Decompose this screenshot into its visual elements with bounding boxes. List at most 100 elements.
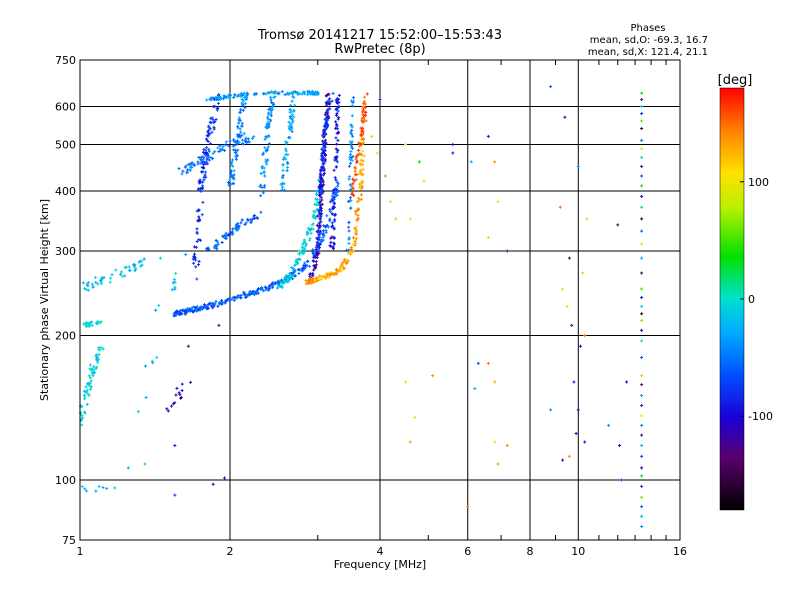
echo-point (361, 138, 365, 142)
echo-point (303, 261, 307, 265)
echo-point (336, 138, 340, 142)
echo-point (242, 132, 246, 136)
echo-point (224, 236, 228, 240)
echo-point (276, 286, 280, 290)
echo-point (640, 147, 644, 151)
echo-point (297, 272, 301, 276)
echo-point (89, 385, 93, 389)
echo-point (315, 189, 319, 193)
echo-point (335, 272, 339, 276)
echo-point (232, 95, 236, 99)
echo-point (237, 93, 241, 97)
echo-point (198, 178, 202, 182)
echo-point (205, 154, 209, 158)
echo-point (290, 121, 294, 125)
echo-point (322, 224, 326, 228)
echo-point (85, 282, 89, 286)
echo-point (640, 414, 644, 418)
echo-point (330, 221, 334, 225)
echo-point (319, 212, 323, 216)
echo-point (640, 155, 644, 159)
echo-point (224, 143, 228, 147)
grid-lines (80, 60, 680, 540)
echo-point (549, 408, 553, 412)
echo-point (206, 152, 210, 156)
echo-point (327, 274, 331, 278)
echo-point (640, 126, 644, 130)
echo-point (97, 352, 101, 356)
echo-point (451, 143, 455, 147)
echo-point (215, 106, 219, 110)
echo-point (211, 96, 215, 100)
echo-point (140, 259, 144, 263)
echo-point (361, 149, 365, 153)
echo-point (333, 213, 337, 217)
echo-point (640, 433, 644, 437)
echo-point (269, 119, 273, 123)
echo-point (261, 191, 265, 195)
echo-point (328, 209, 332, 213)
echo-point (196, 188, 200, 192)
echo-point (355, 155, 359, 159)
echo-point (197, 259, 201, 263)
echo-point (180, 382, 184, 386)
echo-point (197, 156, 201, 160)
echo-point (334, 178, 338, 182)
echo-point (330, 194, 334, 198)
echo-point (226, 96, 230, 100)
echo-point (333, 158, 337, 162)
echo-point (285, 169, 289, 173)
echo-point (198, 238, 202, 242)
y-tick-label: 750 (55, 54, 76, 67)
echo-point (179, 396, 183, 400)
echo-point (86, 321, 90, 325)
echo-point (90, 324, 94, 328)
echo-point (335, 194, 339, 198)
echo-point (326, 99, 330, 103)
echo-point (318, 193, 322, 197)
echo-point (85, 324, 89, 328)
echo-point (201, 166, 205, 170)
echo-point (640, 423, 644, 427)
echo-point (640, 256, 644, 260)
echo-point (224, 140, 228, 144)
echo-point (231, 227, 235, 231)
echo-point (239, 91, 243, 95)
echo-point (230, 158, 234, 162)
echo-point (346, 260, 350, 264)
echo-point (337, 105, 341, 109)
echo-point (351, 101, 355, 105)
echo-point (193, 252, 197, 256)
echo-point (229, 182, 233, 186)
echo-point (563, 115, 567, 119)
echo-point (310, 223, 314, 227)
echo-point (320, 177, 324, 181)
echo-point (174, 393, 178, 397)
echo-point (271, 91, 275, 95)
echo-point (207, 155, 211, 159)
echo-point (332, 236, 336, 240)
echo-point (263, 285, 267, 289)
echo-point (91, 374, 95, 378)
echo-point (618, 444, 622, 448)
echo-point (200, 213, 204, 217)
echo-point (297, 252, 301, 256)
echo-point (353, 238, 357, 242)
echo-point (319, 238, 323, 242)
echo-point (300, 245, 304, 249)
echo-point (356, 214, 360, 218)
echo-point (286, 165, 290, 169)
echo-point (186, 344, 190, 348)
echo-point (640, 138, 644, 142)
echo-point (188, 165, 192, 169)
echo-point (619, 478, 623, 482)
echo-point (328, 217, 332, 221)
echo-point (318, 176, 322, 180)
echo-point (403, 143, 407, 147)
echo-point (269, 114, 273, 118)
echo-point (353, 169, 357, 173)
echo-point (215, 240, 219, 244)
echo-point (364, 110, 368, 114)
echo-point (640, 444, 644, 448)
